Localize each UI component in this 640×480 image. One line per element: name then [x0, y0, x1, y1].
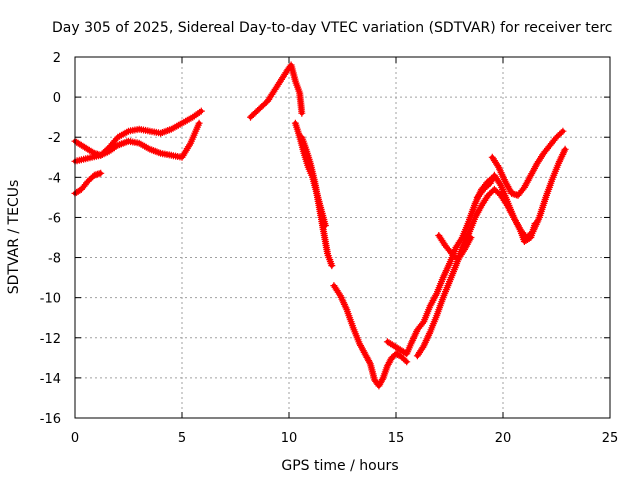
y-tick-label: 0: [53, 91, 61, 106]
y-tick-label: -14: [40, 372, 61, 387]
x-tick-label: 25: [602, 431, 619, 446]
data-segment: [247, 61, 306, 121]
data-segment: [291, 119, 329, 229]
data-segment: [473, 171, 539, 245]
axis-ticks: [74, 56, 611, 419]
data-segment: [488, 127, 567, 199]
grid: [75, 57, 610, 418]
y-tick-label: 2: [53, 51, 61, 66]
data-segment: [330, 282, 411, 390]
y-axis-tick-labels: 2 0 -2 -4 -6 -8 -10 -12 -14 -16: [40, 51, 61, 427]
plus-markers: [488, 127, 567, 199]
y-tick-label: -10: [40, 292, 61, 307]
x-tick-label: 5: [178, 431, 186, 446]
data-segment: [71, 169, 105, 197]
y-tick-label: -6: [48, 211, 61, 226]
y-tick-label: -4: [48, 171, 61, 186]
y-tick-label: -2: [48, 131, 61, 146]
x-tick-label: 10: [281, 431, 298, 446]
y-tick-label: -8: [48, 252, 61, 267]
y-axis-title: SDTVAR / TECUs: [6, 180, 22, 295]
data-segment: [298, 133, 336, 270]
plot-frame: [74, 56, 611, 419]
plus-markers: [247, 61, 306, 121]
plus-markers: [473, 171, 539, 245]
data-segment: [383, 173, 498, 358]
x-axis-tick-labels: 0 5 10 15 20 25: [71, 431, 618, 446]
y-tick-label: -16: [40, 412, 61, 427]
plus-markers: [383, 173, 498, 358]
chart-title: Day 305 of 2025, Sidereal Day-to-day VTE…: [52, 20, 612, 36]
plus-markers: [298, 133, 336, 270]
data-series: [71, 61, 569, 390]
data-segment: [435, 232, 475, 264]
x-axis-title: GPS time / hours: [281, 458, 398, 474]
y-tick-label: -12: [40, 332, 61, 347]
x-tick-label: 20: [495, 431, 512, 446]
x-tick-label: 15: [388, 431, 405, 446]
plus-markers: [435, 232, 475, 264]
plus-markers: [330, 282, 411, 390]
plus-markers: [71, 169, 105, 197]
x-tick-label: 0: [71, 431, 79, 446]
